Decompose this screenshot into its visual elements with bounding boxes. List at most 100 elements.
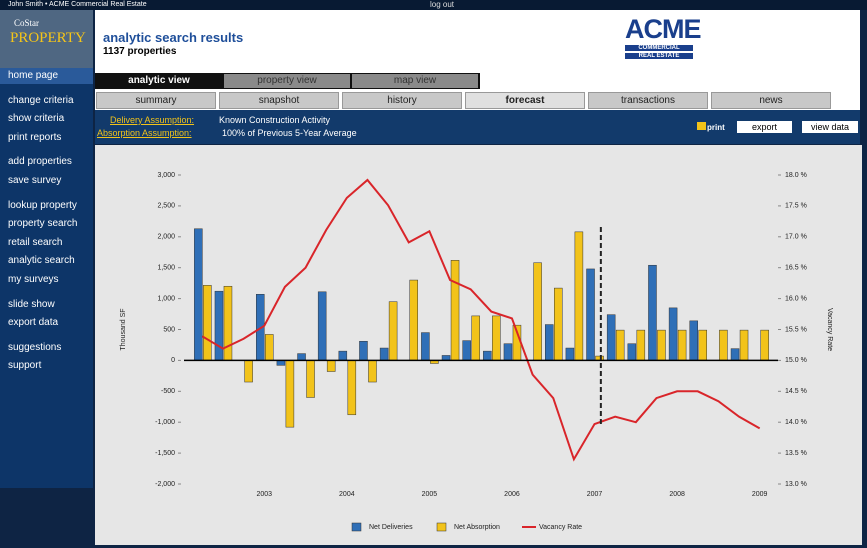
y-tick-label: -1,500 — [155, 450, 175, 457]
menu-item[interactable]: retail search — [8, 236, 63, 248]
sidebar — [0, 10, 93, 488]
x-tick-label: 2005 — [422, 491, 438, 498]
menu-item[interactable]: change criteria — [8, 94, 74, 106]
x-tick-label: 2006 — [504, 491, 520, 498]
bar — [223, 285, 233, 361]
y2-tick-label: 14.5 % — [785, 388, 807, 395]
menu-item[interactable]: add properties — [8, 156, 72, 168]
print[interactable]: print — [707, 123, 725, 132]
bar — [326, 360, 336, 372]
brand: ACME — [625, 14, 702, 44]
y-axis-label: Thousand SF — [120, 308, 127, 350]
bar — [306, 360, 315, 398]
bar — [421, 332, 430, 361]
bar — [586, 268, 595, 361]
bar — [554, 287, 563, 361]
menu-item[interactable]: save survey — [8, 175, 62, 186]
bar — [689, 320, 698, 361]
assumption-label[interactable]: Absorption Assumption: — [97, 128, 192, 138]
y-tick-label: 3,000 — [157, 172, 175, 179]
tab[interactable]: transactions — [588, 92, 708, 109]
bar — [368, 360, 377, 383]
y2-axis-label: Vacancy Rate — [826, 308, 833, 351]
chart: 3,000 2,500 2,000 1,500 1,000 500 0 -500 -1,000 -… — [95, 145, 862, 545]
bar — [450, 260, 460, 361]
bar — [338, 350, 348, 361]
top-bar — [0, 0, 867, 10]
y-tick-label: -1,000 — [155, 419, 175, 426]
export-button[interactable]: export — [737, 121, 792, 133]
legend-label: Vacancy Rate — [539, 524, 582, 531]
menu-item[interactable]: support — [8, 360, 42, 372]
bar — [265, 334, 274, 361]
bar — [483, 350, 492, 361]
assumption-label[interactable]: Delivery Assumption: — [110, 115, 195, 125]
legend-label: Net Absorption — [454, 524, 500, 531]
bar — [606, 314, 616, 361]
view-tab[interactable]: map view — [352, 74, 478, 88]
tab[interactable]: news — [711, 92, 831, 109]
menu-item[interactable]: analytic search — [8, 255, 75, 267]
bar — [730, 348, 740, 361]
bar — [668, 307, 678, 361]
assumption-bar — [95, 110, 860, 144]
tab[interactable]: snapshot — [219, 92, 339, 109]
x-tick-label: 2008 — [669, 491, 685, 498]
legend-swatch — [436, 522, 447, 532]
bar — [698, 329, 707, 361]
menu-item[interactable]: suggestions — [8, 341, 62, 353]
line — [201, 178, 761, 462]
user: John Smith • ACME Commercial Real Estate — [8, 1, 147, 8]
y-tick-label: 1,500 — [157, 265, 175, 272]
tab[interactable]: history — [342, 92, 462, 109]
x-tick-label: 2009 — [752, 491, 768, 498]
bar — [636, 329, 646, 361]
menu-item[interactable]: my surveys — [8, 274, 59, 285]
menu-item[interactable]: property search — [8, 218, 78, 230]
bar — [317, 291, 327, 361]
y-tick-label: 2,500 — [157, 203, 175, 210]
menu-item[interactable]: home page — [8, 70, 59, 81]
view-tab[interactable]: property view — [224, 74, 350, 88]
menu-item[interactable]: slide show — [8, 298, 55, 310]
bar — [760, 329, 769, 361]
y2-tick-label: 16.5 % — [785, 265, 807, 272]
legend-swatch — [351, 522, 362, 532]
menu-item[interactable]: print reports — [8, 131, 62, 143]
y2-tick-label: 18.0 % — [785, 172, 807, 179]
y2-tick-label: 15.0 % — [785, 357, 807, 364]
view-data-button[interactable]: view data — [802, 121, 858, 133]
brand-sub: COMMERCIAL — [625, 45, 693, 51]
bar — [359, 340, 368, 361]
bar — [388, 301, 398, 361]
y2-tick-label: 15.5 % — [785, 326, 807, 333]
bar — [297, 353, 306, 361]
print-icon — [697, 122, 706, 130]
menu-item[interactable]: lookup property — [8, 199, 77, 211]
selected-item — [0, 68, 93, 84]
menu-item[interactable]: export data — [8, 317, 59, 329]
logo-text: PROPERTY — [10, 30, 86, 46]
menu-item[interactable]: show criteria — [8, 113, 65, 125]
y2-tick-label: 17.5 % — [785, 203, 807, 210]
view-tab[interactable]: analytic view — [96, 74, 222, 88]
bar — [615, 329, 625, 361]
bar — [533, 262, 542, 361]
subtitle: 1137 properties — [103, 46, 177, 57]
y-tick-label: 2,000 — [157, 234, 175, 241]
bar — [203, 285, 212, 361]
bar — [627, 343, 637, 361]
bar — [409, 279, 418, 361]
y-tick-label: -500 — [161, 388, 175, 395]
bar — [214, 290, 224, 361]
bar — [657, 329, 666, 361]
tab[interactable]: summary — [96, 92, 216, 109]
x-tick-label: 2004 — [339, 491, 355, 498]
bar — [347, 360, 357, 416]
logout[interactable]: log out — [430, 0, 455, 9]
logo: CoStar PROPERTY — [0, 10, 93, 68]
bar — [379, 347, 389, 361]
tab[interactable]: forecast — [465, 92, 585, 109]
bar — [244, 360, 253, 383]
